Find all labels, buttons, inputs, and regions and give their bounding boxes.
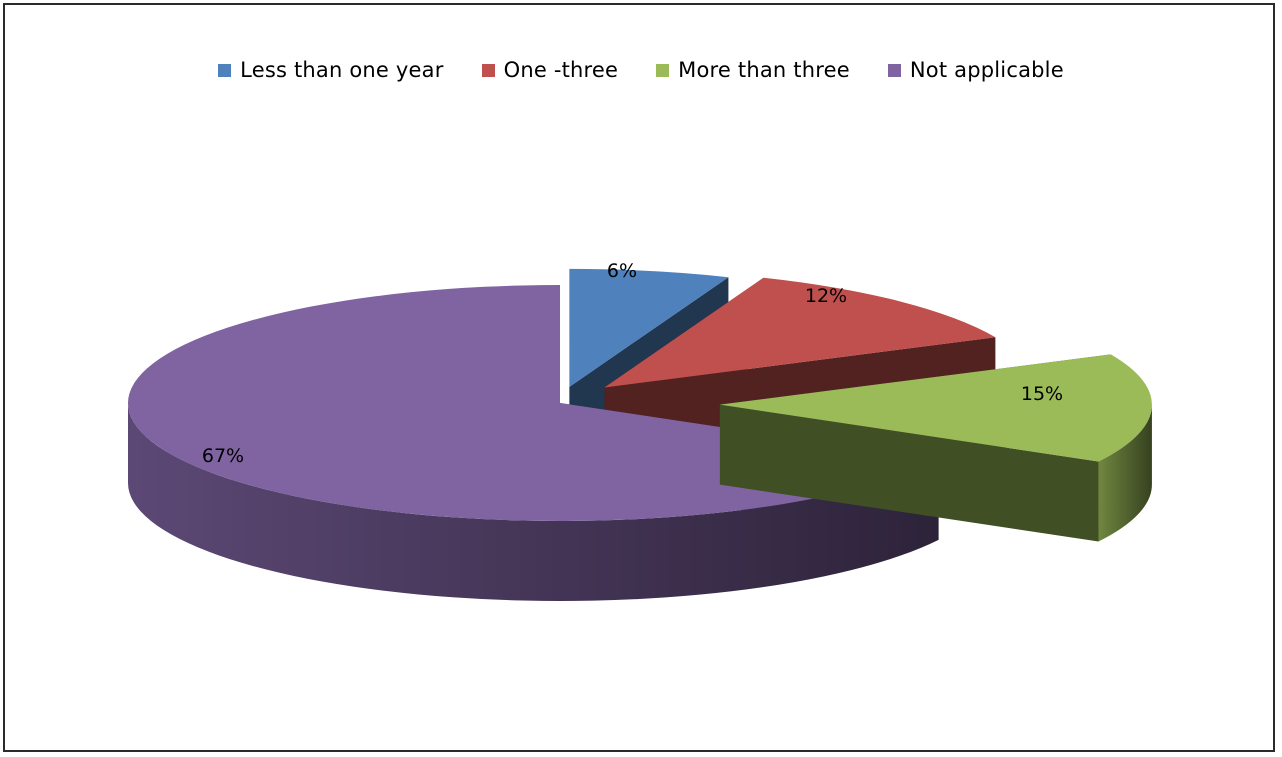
legend-entry-one-three: One -three <box>481 58 619 82</box>
slice-rim-not-applicable <box>128 403 939 601</box>
legend-swatch-less-than-one-year <box>218 63 232 77</box>
legend-swatch-more-than-three <box>656 63 670 77</box>
slice-top-less-than-one-year <box>569 268 729 387</box>
legend-swatch-not-applicable <box>887 63 901 77</box>
slice-wall-more-than-three-1 <box>719 404 1099 542</box>
slice-top-more-than-three <box>719 354 1152 462</box>
legend: Less than one year One -three More than … <box>0 58 1282 82</box>
data-label-more-than-three: 15% <box>1021 383 1063 405</box>
legend-entry-less-than-one-year: Less than one year <box>218 58 443 82</box>
legend-label-more-than-three: More than three <box>678 58 850 82</box>
data-label-less-than-one-year: 6% <box>607 260 637 282</box>
slice-rim-more-than-three <box>1098 404 1152 542</box>
legend-entry-more-than-three: More than three <box>656 58 850 82</box>
legend-label-one-three: One -three <box>503 58 619 82</box>
legend-entry-not-applicable: Not applicable <box>887 58 1064 82</box>
data-label-not-applicable: 67% <box>202 445 244 467</box>
legend-label-not-applicable: Not applicable <box>909 58 1064 82</box>
data-label-one-three: 12% <box>805 285 847 307</box>
slice-more-than-three <box>719 354 1152 542</box>
legend-swatch-one-three <box>481 63 495 77</box>
slice-top-one-three <box>604 277 996 388</box>
legend-label-less-than-one-year: Less than one year <box>240 58 444 82</box>
